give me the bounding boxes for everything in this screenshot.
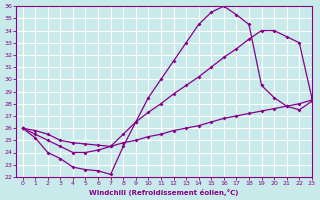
X-axis label: Windchill (Refroidissement éolien,°C): Windchill (Refroidissement éolien,°C) <box>89 189 239 196</box>
